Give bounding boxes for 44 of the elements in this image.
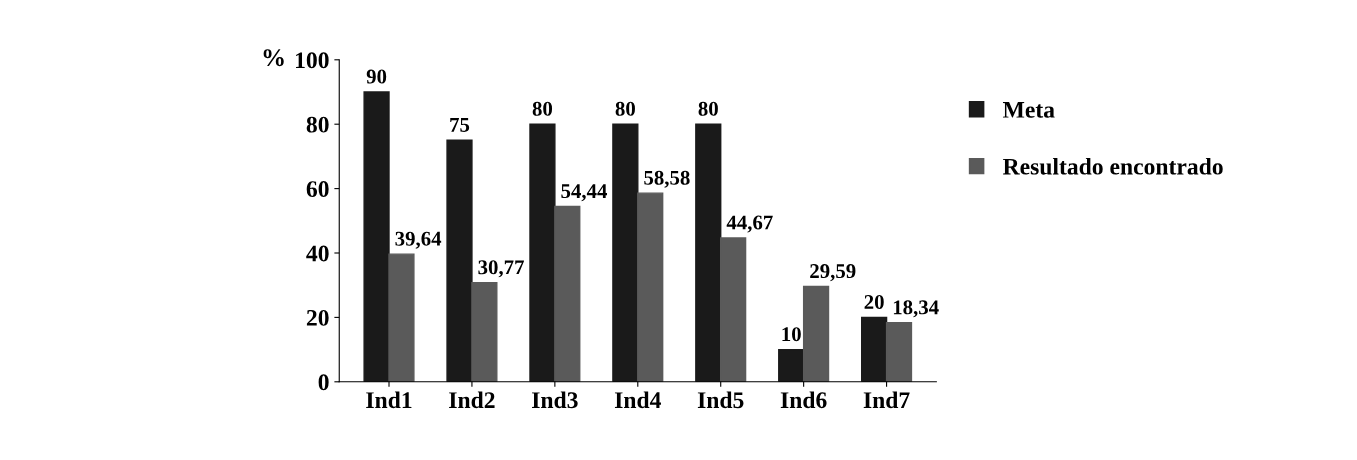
- y-axis-title: %: [263, 49, 284, 67]
- data-label: 18,34: [893, 300, 939, 318]
- bar: [388, 253, 415, 382]
- data-label: 80: [615, 101, 635, 116]
- data-label: 44,67: [726, 215, 773, 233]
- bar: [446, 139, 473, 382]
- x-tick-label: Ind1: [366, 391, 412, 409]
- y-tick-label: 80: [306, 116, 329, 133]
- bar: [529, 123, 556, 382]
- bar: [363, 91, 390, 382]
- data-label: 39,64: [395, 231, 442, 249]
- bar: [720, 237, 747, 382]
- bar: [802, 285, 830, 382]
- x-tick-label: Ind6: [780, 391, 827, 409]
- y-tick-label: 100: [296, 52, 329, 69]
- data-label: 29,59: [810, 264, 856, 282]
- data-label: 20: [864, 294, 884, 309]
- x-tick-label: Ind7: [863, 391, 910, 409]
- x-tick-label: Ind4: [614, 391, 661, 409]
- bar: [861, 316, 888, 382]
- bar: [637, 192, 664, 382]
- y-tick-label: 20: [306, 309, 329, 326]
- data-label: 80: [532, 101, 553, 116]
- legend-label: Meta: [1002, 102, 1055, 118]
- bar: [778, 348, 805, 382]
- data-label: 58,58: [644, 170, 690, 188]
- y-tick-label: 0: [318, 374, 329, 391]
- legend-label: Resultado encontrado: [1002, 158, 1223, 175]
- data-label: 90: [366, 69, 387, 84]
- y-tick-label: 40: [306, 245, 329, 262]
- y-tick-label: 60: [306, 181, 329, 198]
- bar: [695, 123, 722, 382]
- data-label: 54,44: [561, 184, 608, 202]
- data-label: 30,77: [478, 260, 524, 278]
- bar: [554, 205, 581, 382]
- data-label: 75: [450, 118, 470, 132]
- bar: [612, 123, 639, 382]
- bar: [471, 282, 498, 382]
- data-label: 80: [698, 101, 718, 116]
- data-label: 10: [782, 327, 801, 342]
- x-tick-label: Ind2: [449, 391, 495, 409]
- x-tick-label: Ind5: [697, 391, 744, 409]
- x-tick-label: Ind3: [532, 391, 578, 409]
- bar: [885, 322, 913, 382]
